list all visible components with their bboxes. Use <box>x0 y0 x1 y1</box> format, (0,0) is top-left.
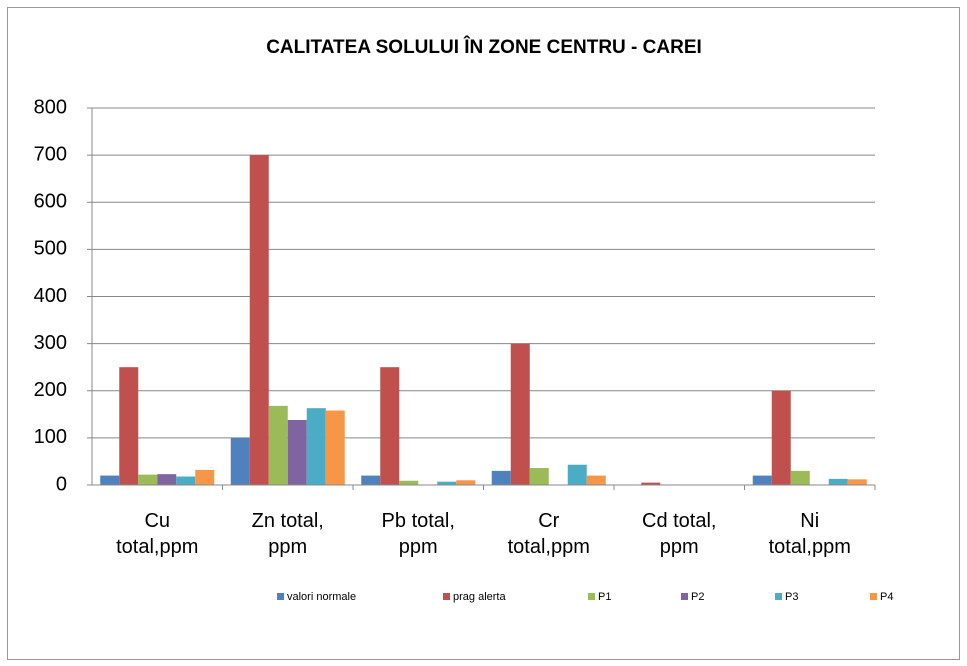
bar <box>249 155 269 485</box>
y-tick-label: 600 <box>34 191 67 213</box>
legend-swatch <box>588 593 595 600</box>
legend-swatch <box>870 593 877 600</box>
x-tick-label: Pb total, ppm <box>381 510 455 558</box>
bar <box>230 437 250 485</box>
bar <box>399 480 419 485</box>
legend-label: P1 <box>598 591 611 603</box>
y-tick-label: 300 <box>34 332 67 354</box>
legend-label: P4 <box>880 591 893 603</box>
y-tick-label: 100 <box>34 426 67 448</box>
bar <box>119 367 139 485</box>
y-tick-label: 200 <box>34 379 67 401</box>
bar <box>306 408 326 485</box>
bar <box>287 419 307 485</box>
bar <box>325 410 345 485</box>
legend-label: prag alerta <box>453 591 506 603</box>
bar <box>771 390 791 485</box>
bar <box>437 481 457 485</box>
bar <box>586 475 606 485</box>
legend-label: P2 <box>691 591 704 603</box>
bar <box>176 476 196 485</box>
y-tick-label: 400 <box>34 285 67 307</box>
y-tick-label: 700 <box>34 143 67 165</box>
bar <box>510 343 530 485</box>
bar <box>456 480 476 485</box>
x-tick-label: Ni total,ppm <box>768 510 851 558</box>
bar <box>138 474 158 485</box>
legend-label: valori normale <box>287 591 356 603</box>
y-tick-label: 800 <box>34 96 67 118</box>
x-tick-label: Cd total, ppm <box>642 510 717 558</box>
bar <box>529 468 549 485</box>
bar <box>491 470 511 485</box>
y-tick-label: 0 <box>56 473 67 495</box>
bar <box>380 367 400 485</box>
x-tick-label: Cr total,ppm <box>507 510 590 558</box>
bar <box>157 474 177 485</box>
bar <box>752 475 772 485</box>
legend-label: P3 <box>785 591 798 603</box>
bar <box>100 475 120 485</box>
bar <box>641 482 661 485</box>
x-tick-label: Zn total, ppm <box>251 510 324 558</box>
legend-swatch <box>443 593 450 600</box>
legend-swatch <box>775 593 782 600</box>
x-tick-label: Cu total,ppm <box>116 510 199 558</box>
bar <box>195 469 215 485</box>
bar <box>847 479 867 485</box>
bar <box>567 464 587 485</box>
bar <box>361 475 381 485</box>
bar <box>790 470 810 485</box>
chart-frame <box>7 7 960 660</box>
chart-title: CALITATEA SOLULUI ÎN ZONE CENTRU - CAREI <box>266 36 702 58</box>
legend-swatch <box>277 593 284 600</box>
bar <box>828 478 848 485</box>
bar <box>268 405 288 485</box>
y-tick-label: 500 <box>34 238 67 260</box>
legend-swatch <box>681 593 688 600</box>
